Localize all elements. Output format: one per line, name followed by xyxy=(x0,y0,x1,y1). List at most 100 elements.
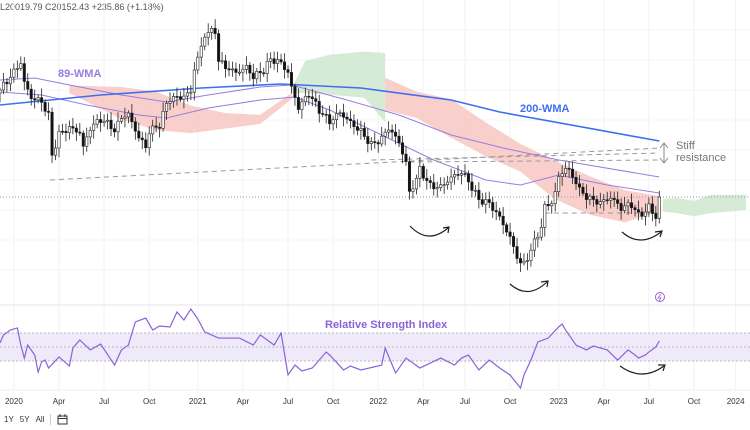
candle-body xyxy=(126,112,130,118)
candle-body xyxy=(401,142,405,155)
candle xyxy=(192,62,196,101)
candle xyxy=(640,207,644,220)
candle-body xyxy=(88,130,92,138)
candle xyxy=(71,117,75,135)
candle-body xyxy=(185,92,189,97)
candle xyxy=(74,123,78,141)
price-chart[interactable]: 89-WMA 200-WMA Stiff resistance Relative… xyxy=(0,0,750,410)
candle xyxy=(518,252,522,272)
x-tick-label: 2021 xyxy=(189,397,207,406)
candle xyxy=(64,123,68,142)
rsi-pane xyxy=(0,307,750,390)
candle xyxy=(494,201,498,221)
dashed-trendline xyxy=(409,159,660,163)
candle xyxy=(348,110,352,129)
candle xyxy=(394,124,398,145)
candle-body xyxy=(92,123,96,131)
candle xyxy=(123,107,127,128)
candle-body xyxy=(581,186,585,194)
candle xyxy=(314,91,318,108)
candle-body xyxy=(43,102,47,112)
resistance-label-2: resistance xyxy=(676,152,726,164)
candle-body xyxy=(192,69,196,93)
candle-body xyxy=(373,141,377,143)
candle xyxy=(168,92,172,111)
candle-body xyxy=(352,120,356,127)
candle xyxy=(352,114,356,135)
curved-arrow-icon xyxy=(509,280,549,293)
candle xyxy=(376,139,380,153)
candle xyxy=(196,51,200,75)
candle xyxy=(154,117,158,133)
calendar-icon[interactable] xyxy=(57,414,68,425)
candle-body xyxy=(300,101,304,110)
candle-body xyxy=(553,191,557,204)
candle xyxy=(335,104,339,129)
candle-body xyxy=(296,97,300,110)
curved-arrow-icon xyxy=(409,225,450,237)
lightning-icon[interactable] xyxy=(655,292,665,302)
candle-body xyxy=(321,113,325,115)
range-all-button[interactable]: All xyxy=(35,415,45,424)
candle-body xyxy=(460,173,464,176)
dashed-trendline xyxy=(49,147,660,181)
candle-body xyxy=(262,72,266,75)
candle xyxy=(480,192,484,207)
candle xyxy=(432,174,436,196)
candle-body xyxy=(168,101,172,104)
candle-body xyxy=(602,199,606,202)
candle xyxy=(85,127,89,152)
candle-body xyxy=(106,119,110,122)
candle xyxy=(581,182,585,197)
candle xyxy=(88,126,92,145)
wma89-label: 89-WMA xyxy=(58,68,101,80)
candle xyxy=(577,175,581,197)
candle-body xyxy=(272,58,276,64)
candle-body xyxy=(654,213,658,219)
candle-body xyxy=(217,33,221,62)
candle xyxy=(505,222,509,237)
candle-body xyxy=(251,72,255,80)
candle-body xyxy=(487,199,491,203)
candle-body xyxy=(425,177,429,181)
candle-body xyxy=(12,68,16,78)
bull-cloud xyxy=(662,194,747,217)
candle-body xyxy=(466,173,470,183)
candle xyxy=(550,200,554,214)
candle xyxy=(529,243,533,267)
candle-body xyxy=(623,205,627,211)
range-5y-button[interactable]: 5Y xyxy=(19,415,30,424)
bottom-toolbar: 1Y 5Y All xyxy=(4,414,68,425)
curved-arrow-icons xyxy=(409,225,666,375)
candle-body xyxy=(5,81,9,85)
candle-body xyxy=(78,131,82,134)
wma200-label: 200-WMA xyxy=(520,103,570,115)
candle xyxy=(244,56,248,75)
candle-body xyxy=(512,236,516,247)
x-tick-label: Jul xyxy=(644,397,654,406)
candle-body xyxy=(605,199,609,202)
candle xyxy=(43,99,47,117)
candle xyxy=(630,193,634,214)
candle xyxy=(54,139,58,161)
trendlines xyxy=(49,147,660,214)
candle xyxy=(227,60,231,77)
candle xyxy=(414,174,418,195)
candle xyxy=(220,52,224,65)
candle-body xyxy=(557,176,561,192)
candle-body xyxy=(449,176,453,183)
candle-body xyxy=(564,168,568,174)
bear-cloud xyxy=(385,77,660,223)
candle xyxy=(328,105,332,130)
candle xyxy=(217,29,221,71)
candle-body xyxy=(432,182,436,190)
candle-body xyxy=(182,95,186,100)
wma200-line xyxy=(0,83,660,142)
candle xyxy=(463,164,467,178)
candle xyxy=(26,73,30,96)
candle xyxy=(29,84,33,106)
range-1y-button[interactable]: 1Y xyxy=(4,415,14,424)
candle xyxy=(241,64,245,82)
candle-body xyxy=(525,260,529,262)
candle-body xyxy=(158,127,162,129)
